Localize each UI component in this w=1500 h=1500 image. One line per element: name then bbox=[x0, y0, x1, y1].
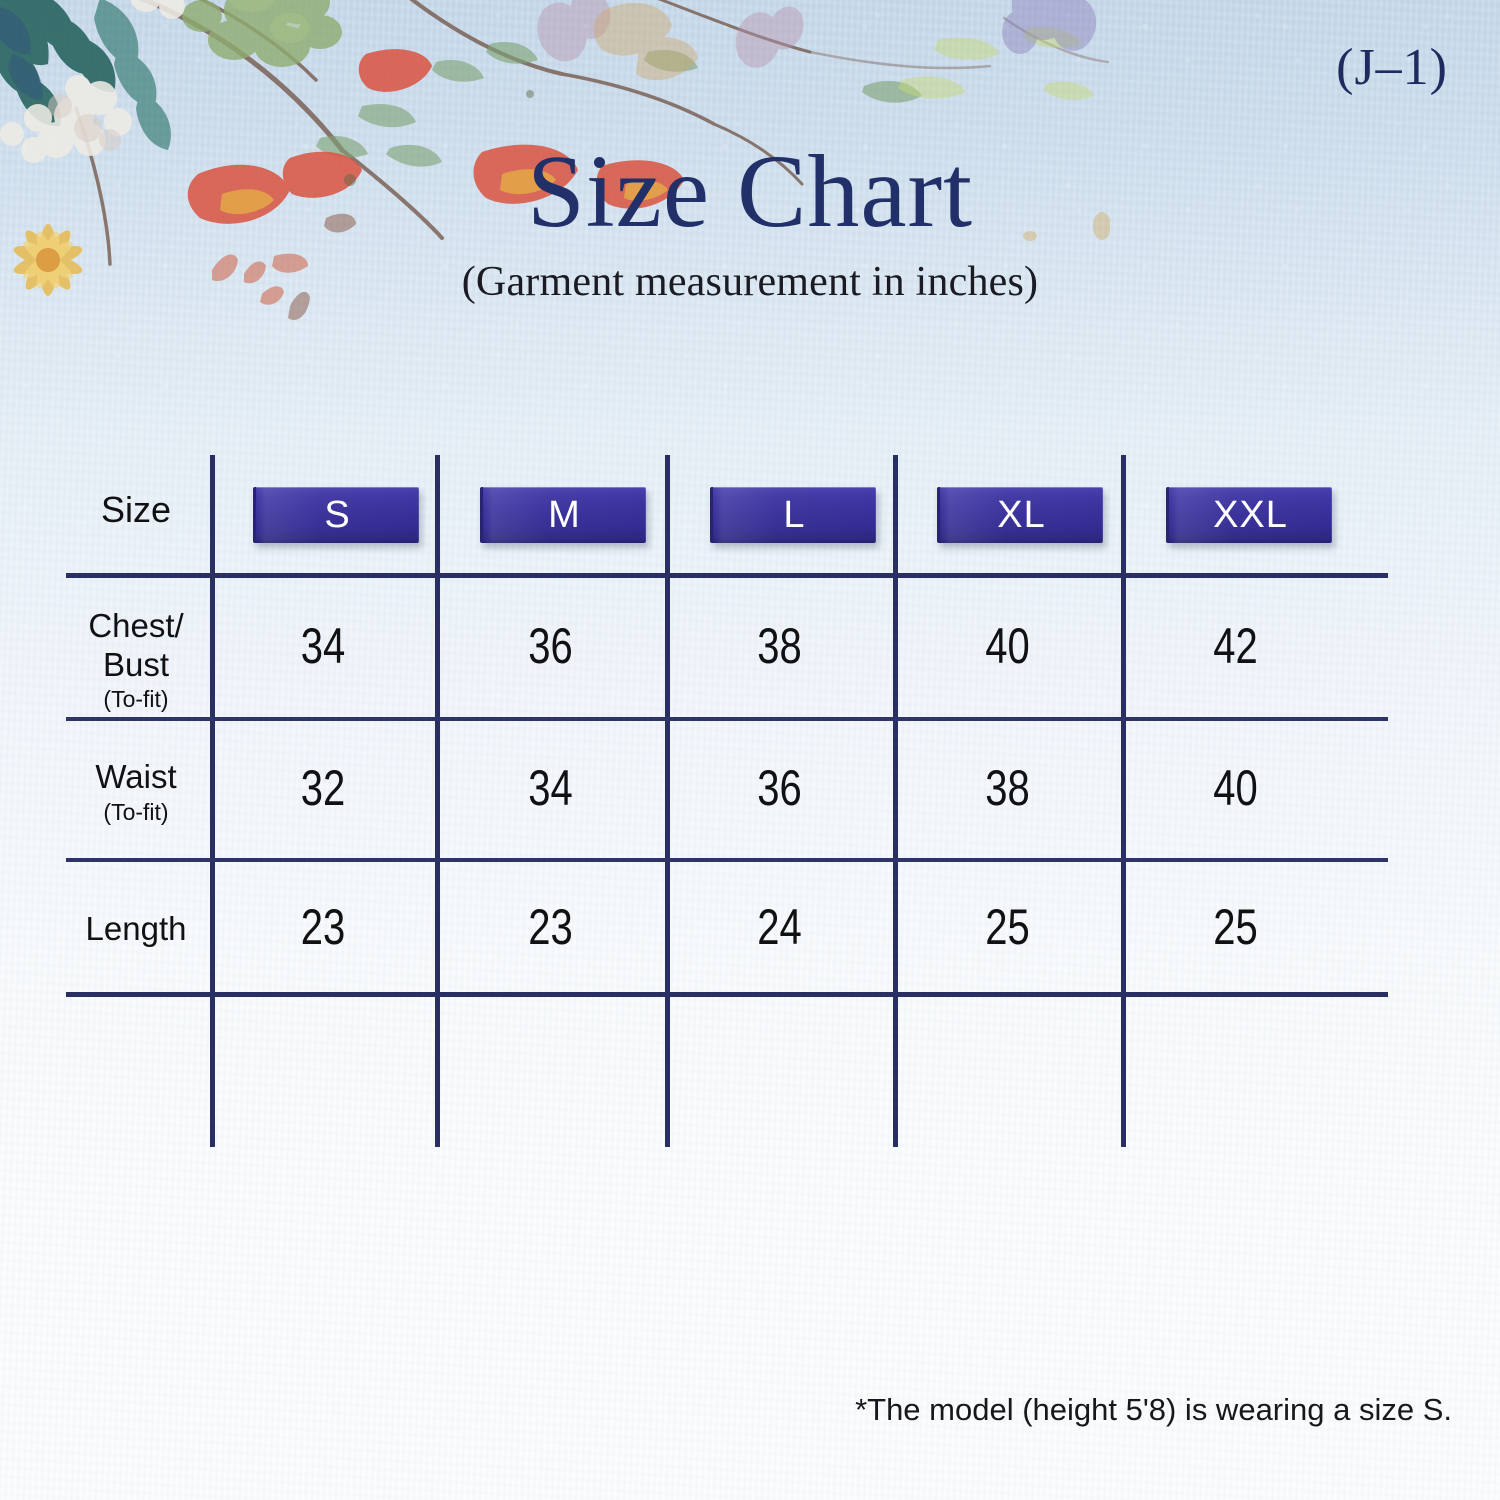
row-label-length-line1: Length bbox=[85, 910, 187, 947]
size-badge-xxl: XXL bbox=[1166, 487, 1332, 543]
design-code: (J–1) bbox=[1336, 39, 1448, 96]
cell-chest-xxl: 42 bbox=[1213, 618, 1258, 674]
row-label-waist-sub: (To-fit) bbox=[103, 798, 169, 825]
size-badge-s: S bbox=[253, 487, 419, 543]
row-label-waist-line1: Waist bbox=[95, 758, 177, 795]
size-badge-l: L bbox=[710, 487, 876, 543]
cell-chest-xl: 40 bbox=[985, 618, 1030, 674]
size-badge-l-label: L bbox=[783, 493, 806, 536]
column-divider-3 bbox=[665, 455, 670, 1147]
row-label-chest-line1: Chest/ bbox=[88, 607, 184, 644]
size-badge-m-label: M bbox=[548, 493, 581, 536]
row-label-chest-line2: Bust bbox=[102, 645, 170, 683]
cell-chest-m: 36 bbox=[528, 618, 573, 674]
size-table: Size S M L XL XXL Chest/ Bust (To-fit) 3… bbox=[66, 455, 1388, 1147]
row-divider-header bbox=[66, 573, 1388, 578]
size-badge-xl-label: XL bbox=[997, 493, 1046, 536]
page-title: Size Chart bbox=[526, 134, 974, 249]
cell-waist-xl: 38 bbox=[985, 760, 1030, 816]
cell-length-m: 23 bbox=[528, 899, 573, 955]
column-divider-1 bbox=[210, 455, 215, 1147]
column-divider-2 bbox=[435, 455, 440, 1147]
size-badge-xxl-label: XXL bbox=[1213, 493, 1288, 536]
size-badge-s-label: S bbox=[324, 493, 351, 536]
cell-length-s: 23 bbox=[300, 899, 346, 955]
cell-chest-s: 34 bbox=[300, 618, 346, 674]
row-label-chest-sub: (To-fit) bbox=[103, 686, 169, 713]
model-footnote: *The model (height 5'8) is wearing a siz… bbox=[855, 1392, 1452, 1427]
row-divider-3 bbox=[66, 992, 1388, 997]
cell-chest-l: 38 bbox=[757, 618, 802, 674]
cell-waist-m: 34 bbox=[528, 760, 573, 816]
cell-waist-l: 36 bbox=[757, 760, 802, 816]
row-label-waist: Waist (To-fit) bbox=[66, 758, 206, 826]
row-divider-2 bbox=[66, 858, 1388, 862]
table-corner-label: Size bbox=[100, 489, 172, 530]
size-badge-m: M bbox=[480, 487, 646, 543]
cell-length-l: 24 bbox=[757, 899, 802, 955]
cell-length-xl: 25 bbox=[985, 899, 1030, 955]
size-badge-xl: XL bbox=[937, 487, 1103, 543]
cell-waist-xxl: 40 bbox=[1213, 760, 1258, 816]
column-divider-5 bbox=[1121, 455, 1126, 1147]
row-label-length: Length bbox=[66, 910, 206, 949]
page-subtitle: (Garment measurement in inches) bbox=[461, 259, 1039, 305]
row-divider-1 bbox=[66, 717, 1388, 721]
cell-length-xxl: 25 bbox=[1213, 899, 1258, 955]
cell-waist-s: 32 bbox=[300, 760, 346, 816]
column-divider-4 bbox=[893, 455, 898, 1147]
row-label-chest-bust: Chest/ Bust (To-fit) bbox=[66, 607, 206, 714]
